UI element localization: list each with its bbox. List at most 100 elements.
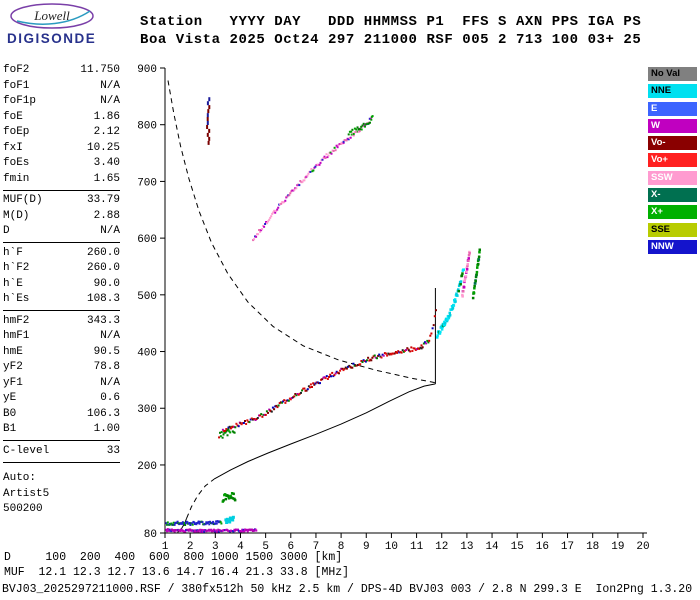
param-row: yF2 78.8 — [3, 360, 120, 376]
x-tick-label: 1 — [162, 541, 169, 553]
param-divider — [3, 189, 120, 191]
param-label: h`E — [3, 277, 23, 290]
param-value: 260.0 — [86, 262, 120, 274]
param-label: h`Es — [3, 293, 30, 305]
param-label: Artist5 — [3, 487, 50, 500]
x-tick-label: 20 — [636, 541, 649, 553]
valley-profile — [186, 478, 215, 519]
param-row: foEp 2.12 — [3, 125, 120, 141]
param-label: hmE — [3, 345, 23, 358]
y-tick-label: 80 — [144, 529, 157, 541]
param-row: Auto: — [3, 471, 120, 487]
param-row: h`F2 260.0 — [3, 261, 120, 277]
y-tick-label: 900 — [137, 64, 157, 76]
x-tick-label: 14 — [485, 541, 499, 553]
header-values-line: Boa Vista 2025 Oct24 297 211000 RSF 005 … — [140, 32, 642, 48]
param-value: 11.750 — [80, 64, 120, 76]
profile-curves — [167, 80, 436, 533]
param-divider — [3, 440, 120, 441]
y-tick-label: 600 — [137, 234, 157, 246]
param-row: hmF1 N/A — [3, 329, 120, 345]
param-row: fxI 10.25 — [3, 141, 120, 157]
x-tick-label: 13 — [460, 541, 473, 553]
topside-profile — [167, 80, 436, 384]
x-tick-label: 9 — [363, 541, 370, 553]
param-value: 90.5 — [93, 345, 120, 358]
echo-traces — [165, 97, 481, 533]
param-label: C-level — [3, 444, 50, 457]
x-tick-label: 10 — [385, 541, 398, 553]
param-row: B1 1.00 — [3, 422, 120, 438]
param-label: yF2 — [3, 361, 23, 373]
x-tick-label: 4 — [237, 541, 244, 553]
x-tick-label: 12 — [435, 541, 448, 553]
legend-item-nnw: NNW — [648, 239, 697, 254]
param-value: 0.6 — [100, 392, 120, 404]
header-fields-line: Station YYYY DAY DDD HHMMSS P1 FFS S AXN… — [140, 14, 642, 30]
y-tick-label: 300 — [137, 404, 157, 416]
logo-graphic: Lowell DIGISONDE — [7, 3, 95, 46]
param-row: h`F 260.0 — [3, 246, 120, 262]
param-row: yE 0.6 — [3, 391, 120, 407]
param-panel: foF2 11.750 foF1 N/A foF1p N/A foE 1.86 foEp 2.12… — [3, 63, 120, 518]
x-tick-label: 2 — [187, 541, 194, 553]
param-value: 90.0 — [93, 277, 120, 290]
param-row: fmin 1.65 — [3, 172, 120, 188]
param-label: yE — [3, 392, 17, 404]
legend: No Val NNE E W Vo- Vo+ SSW X- X+ SSE NNW — [648, 67, 697, 257]
x-tick-label: 15 — [511, 541, 524, 553]
muf-row: MUF 12.1 12.3 12.7 13.6 14.7 16.4 21.3 3… — [4, 566, 350, 579]
legend-item-vo-: Vo+ — [648, 153, 697, 168]
param-value: 1.86 — [93, 110, 120, 123]
param-row: Artist5 — [3, 487, 120, 503]
param-label: foEs — [3, 157, 30, 169]
param-value: N/A — [100, 376, 120, 389]
param-row: foEs 3.40 — [3, 156, 120, 172]
axes: 1 2 3 4 5 6 7 8 9 10 11 12 13 14 15 16 17 18 19 20802003004… — [137, 64, 649, 553]
param-value: 1.65 — [93, 172, 120, 185]
param-row: hmF2 343.3 — [3, 314, 120, 330]
legend-item-vo-: Vo- — [648, 136, 697, 151]
x-tick-label: 16 — [536, 541, 549, 553]
param-value: 33.79 — [86, 194, 120, 206]
param-row: 500200 — [3, 502, 120, 518]
y-tick-label: 700 — [137, 177, 157, 189]
param-value: 2.12 — [93, 126, 120, 138]
param-value: 343.3 — [86, 314, 120, 327]
bottomside-profile — [213, 383, 436, 480]
param-divider — [3, 310, 120, 311]
param-value: 33 — [106, 444, 120, 457]
logo-ellipse — [10, 3, 94, 29]
param-row: D N/A — [3, 224, 120, 240]
x-tick-label: 3 — [212, 541, 219, 553]
logo-lowell-text: Lowell — [33, 8, 70, 23]
param-label: 500200 — [3, 503, 43, 515]
param-label: fmin — [3, 172, 30, 185]
param-label: hmF2 — [3, 314, 30, 327]
param-row: h`Es 108.3 — [3, 292, 120, 308]
legend-item-x-: X+ — [648, 205, 697, 220]
param-label: foF2 — [3, 64, 30, 76]
param-value: 78.8 — [93, 361, 120, 373]
param-value: N/A — [100, 79, 120, 92]
x-tick-label: 11 — [410, 541, 424, 553]
param-value: N/A — [100, 225, 120, 237]
param-value: 3.40 — [93, 157, 120, 169]
x-tick-label: 7 — [313, 541, 320, 553]
param-label: yF1 — [3, 376, 23, 389]
param-label: foE — [3, 110, 23, 123]
legend-item-w: W — [648, 118, 697, 133]
param-row: foE 1.86 — [3, 110, 120, 126]
param-row: foF2 11.750 — [3, 63, 120, 79]
x-tick-label: 5 — [262, 541, 269, 553]
param-label: h`F2 — [3, 262, 30, 274]
param-value: N/A — [100, 95, 120, 107]
param-divider — [3, 242, 120, 243]
legend-item-no-val: No Val — [648, 67, 697, 81]
param-value: 108.3 — [86, 293, 120, 305]
y-tick-label: 800 — [137, 121, 157, 133]
param-value: 260.0 — [86, 246, 120, 259]
param-label: B0 — [3, 407, 17, 420]
